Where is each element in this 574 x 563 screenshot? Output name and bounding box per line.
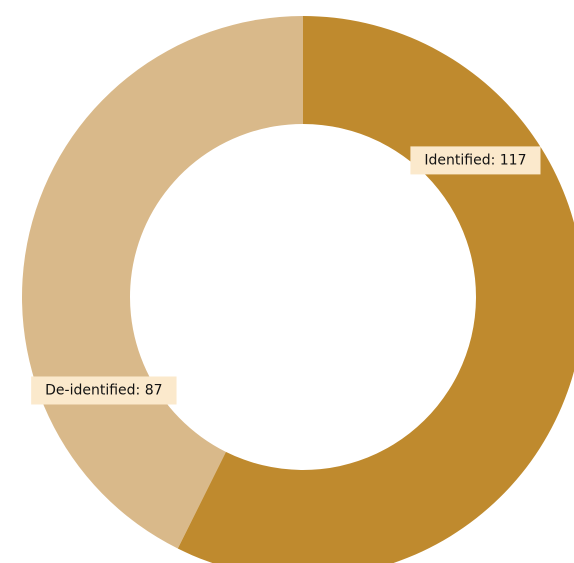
label-background <box>31 376 177 405</box>
donut-slice <box>22 16 304 549</box>
label-background <box>410 146 541 175</box>
data-label: Identified: 117 <box>424 152 526 168</box>
data-label: De-identified: 87 <box>45 382 162 398</box>
